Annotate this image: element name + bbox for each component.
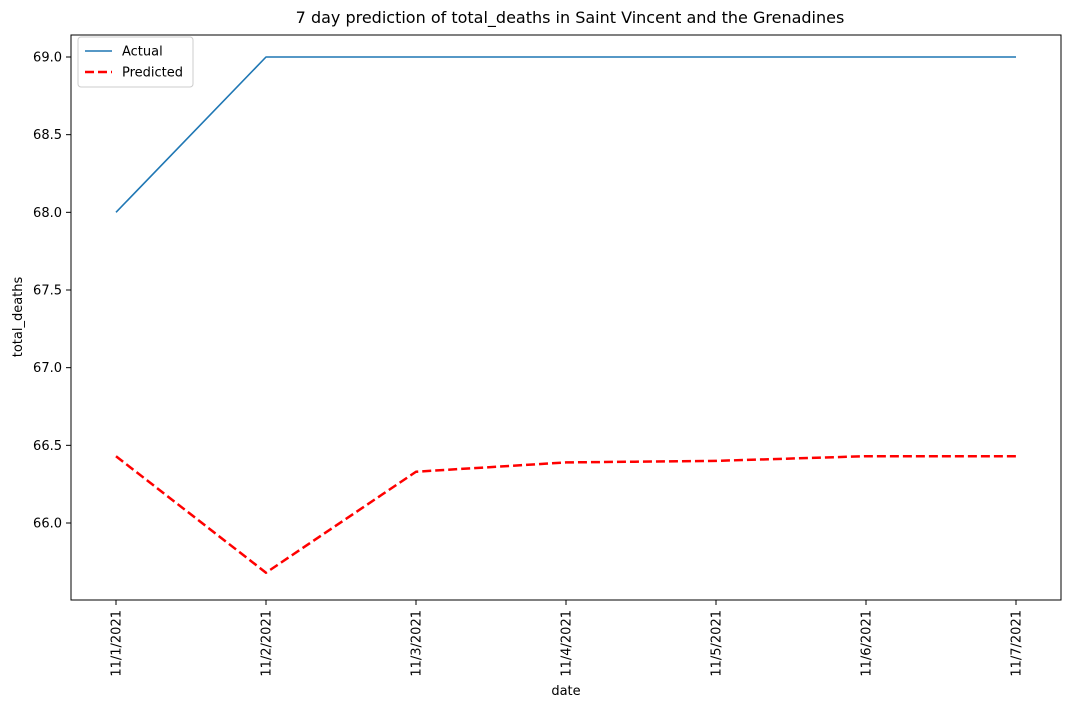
y-tick-label: 67.5 bbox=[33, 284, 62, 299]
legend-label: Actual bbox=[122, 45, 163, 60]
x-tick-label: 11/3/2021 bbox=[410, 610, 425, 677]
x-tick-label: 11/1/2021 bbox=[110, 610, 125, 677]
plot-area bbox=[70, 34, 1062, 601]
plot-frame bbox=[70, 34, 1062, 601]
y-tick-label: 69.0 bbox=[33, 51, 62, 66]
x-tick-label: 11/6/2021 bbox=[860, 610, 875, 677]
y-tick-label: 68.5 bbox=[33, 128, 62, 143]
chart-title: 7 day prediction of total_deaths in Sain… bbox=[296, 8, 845, 28]
series-layer bbox=[115, 56, 1016, 574]
y-tick-label: 66.5 bbox=[33, 439, 62, 454]
y-tick-label: 68.0 bbox=[33, 206, 62, 221]
series-line-actual bbox=[115, 56, 1016, 213]
legend-box bbox=[77, 36, 194, 88]
x-tick-label: 11/7/2021 bbox=[1010, 610, 1025, 677]
y-axis-label: total_deaths bbox=[11, 277, 26, 358]
legend-label: Predicted bbox=[122, 66, 183, 81]
x-tick-label: 11/4/2021 bbox=[560, 610, 575, 677]
x-tick-label: 11/2/2021 bbox=[260, 610, 275, 677]
x-axis-label: date bbox=[551, 684, 580, 699]
y-tick-label: 66.0 bbox=[33, 517, 62, 532]
series-line-predicted bbox=[115, 454, 1016, 574]
x-tick-label: 11/5/2021 bbox=[710, 610, 725, 677]
x-axis: 11/1/2021 11/2/2021 11/3/2021 11/4/2021 11/5… bbox=[110, 600, 1025, 677]
y-tick-label: 67.0 bbox=[33, 361, 62, 376]
y-axis: 66.0 66.5 67.0 67.5 68.0 68.5 69.0 bbox=[33, 51, 71, 532]
legend: Actual Predicted bbox=[77, 36, 194, 88]
